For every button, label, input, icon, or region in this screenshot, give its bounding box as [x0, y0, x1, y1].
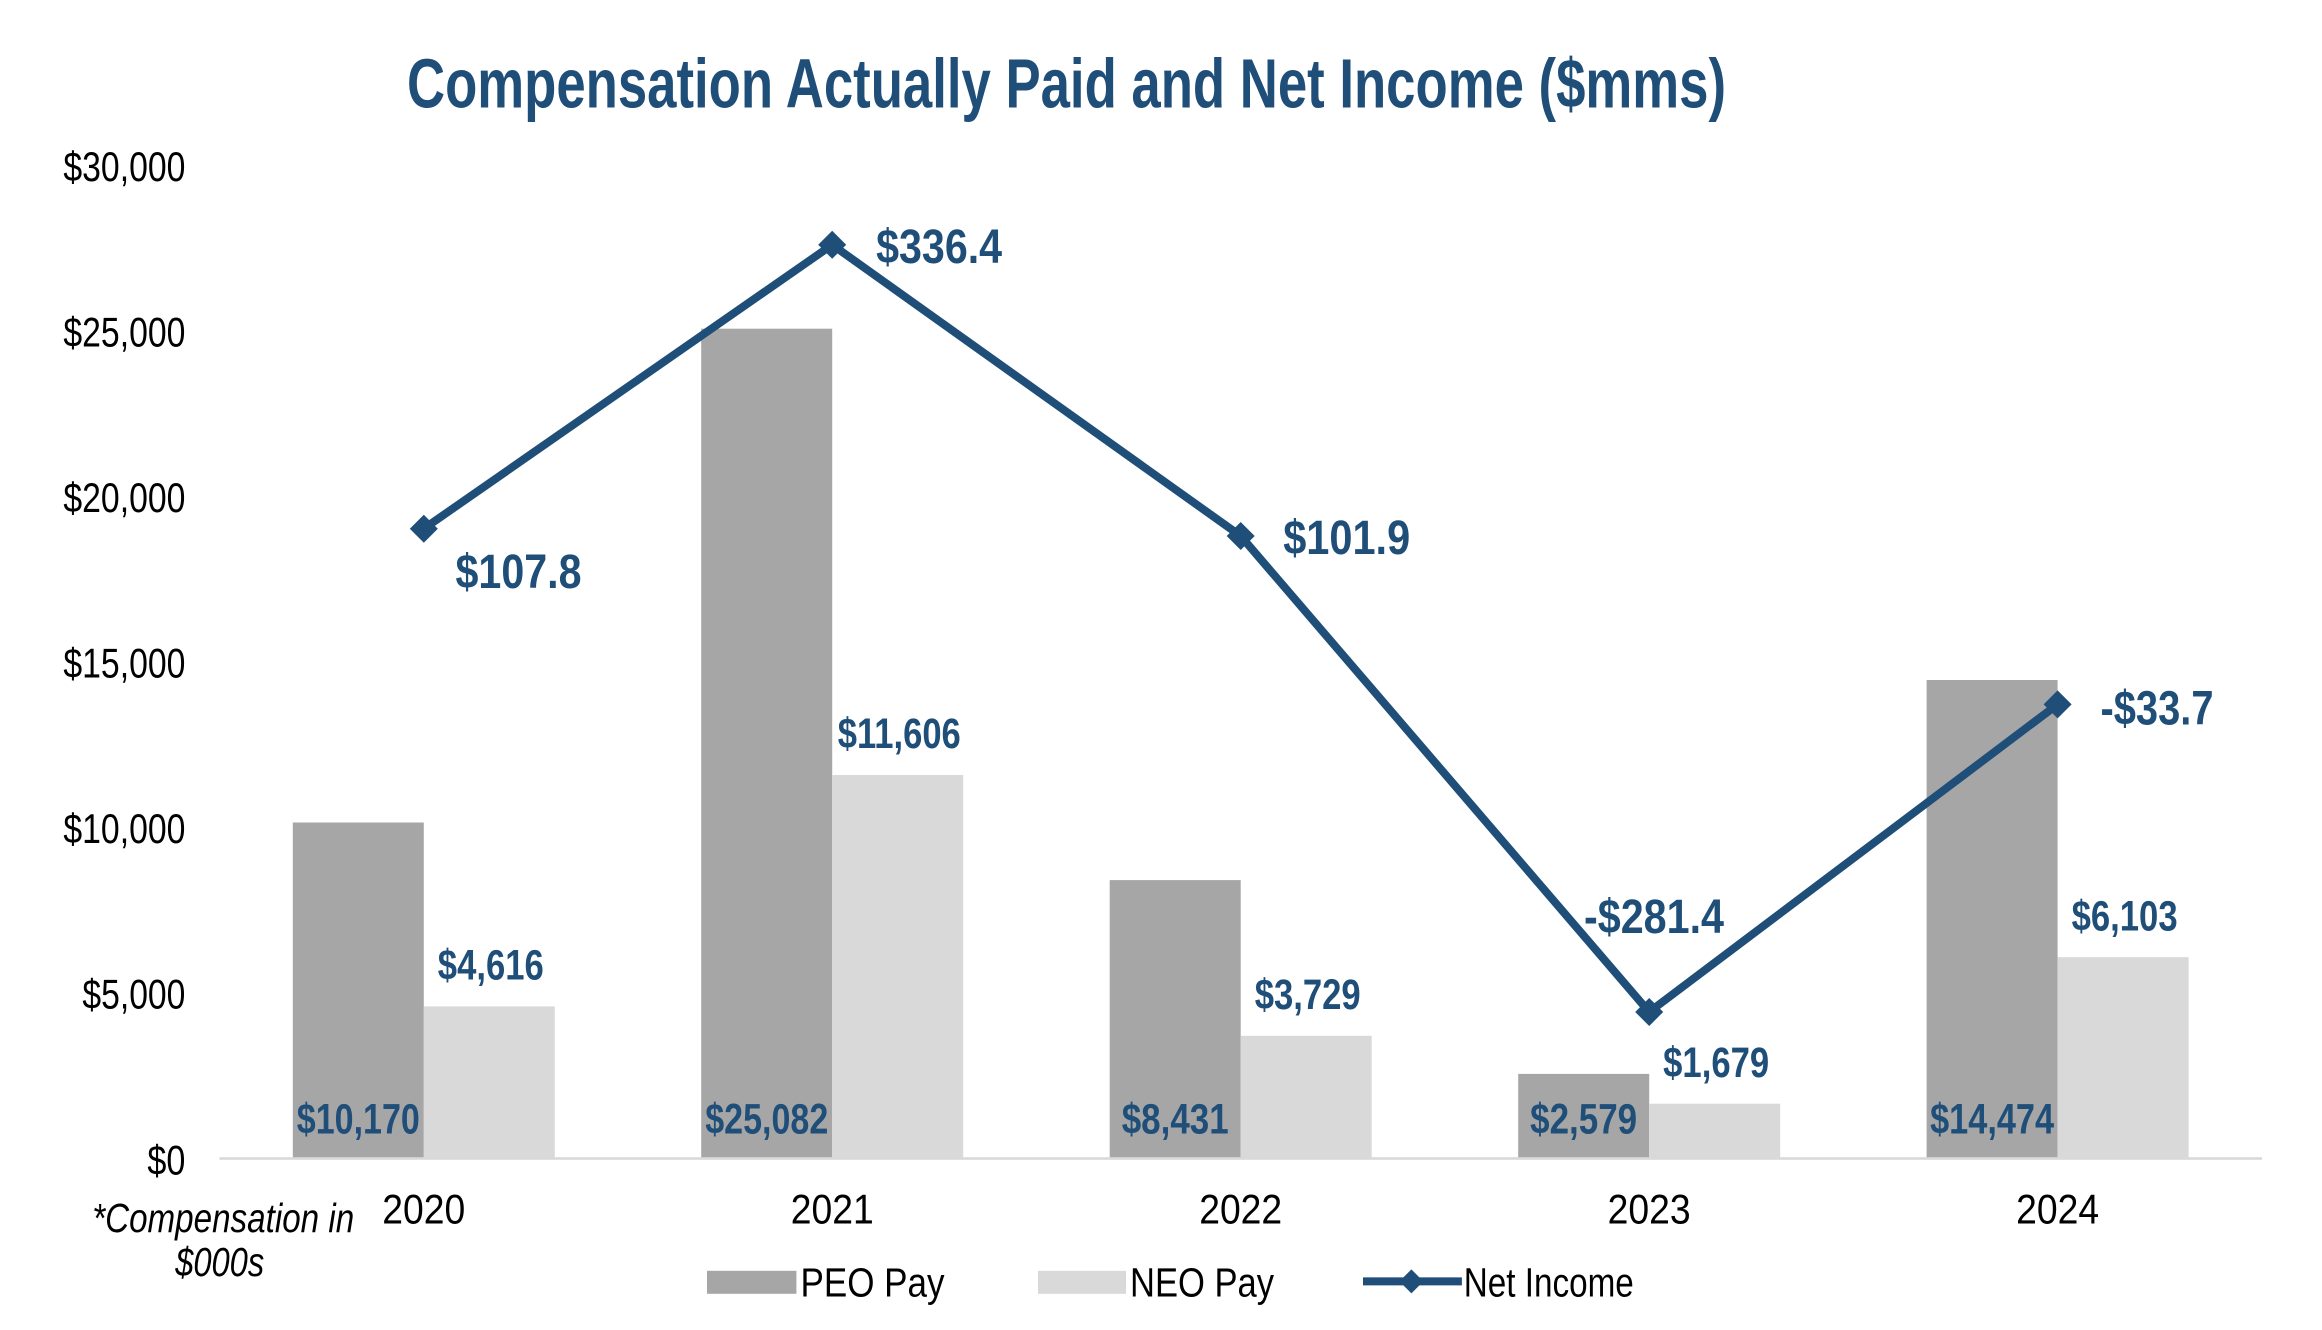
- svg-text:NEO Pay: NEO Pay: [1130, 1260, 1274, 1306]
- svg-text:$000s: $000s: [174, 1239, 264, 1285]
- svg-text:$336.4: $336.4: [876, 221, 1002, 274]
- svg-text:$10,000: $10,000: [63, 805, 185, 852]
- svg-text:-$281.4: -$281.4: [1584, 891, 1724, 944]
- svg-text:2020: 2020: [382, 1186, 465, 1233]
- svg-text:$8,431: $8,431: [1122, 1095, 1229, 1143]
- svg-text:$25,082: $25,082: [705, 1095, 828, 1143]
- svg-text:PEO Pay: PEO Pay: [801, 1260, 945, 1306]
- svg-text:$10,170: $10,170: [297, 1095, 420, 1143]
- svg-text:2024: 2024: [2016, 1186, 2099, 1233]
- svg-text:2021: 2021: [791, 1186, 874, 1233]
- svg-text:Net Income: Net Income: [1464, 1260, 1634, 1306]
- svg-text:$4,616: $4,616: [438, 942, 544, 990]
- svg-text:$11,606: $11,606: [838, 710, 961, 758]
- svg-text:$30,000: $30,000: [63, 143, 185, 190]
- svg-text:Compensation Actually Paid and: Compensation Actually Paid and Net Incom…: [407, 45, 1726, 123]
- svg-text:$101.9: $101.9: [1283, 512, 1410, 565]
- svg-text:*Compensation in: *Compensation in: [92, 1195, 354, 1241]
- svg-text:$107.8: $107.8: [456, 546, 582, 599]
- svg-text:$1,679: $1,679: [1663, 1039, 1769, 1087]
- svg-text:$20,000: $20,000: [63, 474, 185, 521]
- svg-text:$0: $0: [147, 1136, 185, 1183]
- svg-text:2022: 2022: [1199, 1186, 1282, 1233]
- svg-text:$2,579: $2,579: [1530, 1095, 1637, 1143]
- svg-text:$3,729: $3,729: [1255, 971, 1361, 1019]
- svg-text:$14,474: $14,474: [1930, 1095, 2054, 1143]
- svg-text:2023: 2023: [1608, 1186, 1691, 1233]
- svg-text:$25,000: $25,000: [63, 308, 185, 355]
- svg-text:$5,000: $5,000: [82, 971, 185, 1018]
- svg-text:$6,103: $6,103: [2072, 892, 2178, 940]
- svg-text:-$33.7: -$33.7: [2101, 682, 2214, 735]
- svg-text:$15,000: $15,000: [63, 640, 185, 687]
